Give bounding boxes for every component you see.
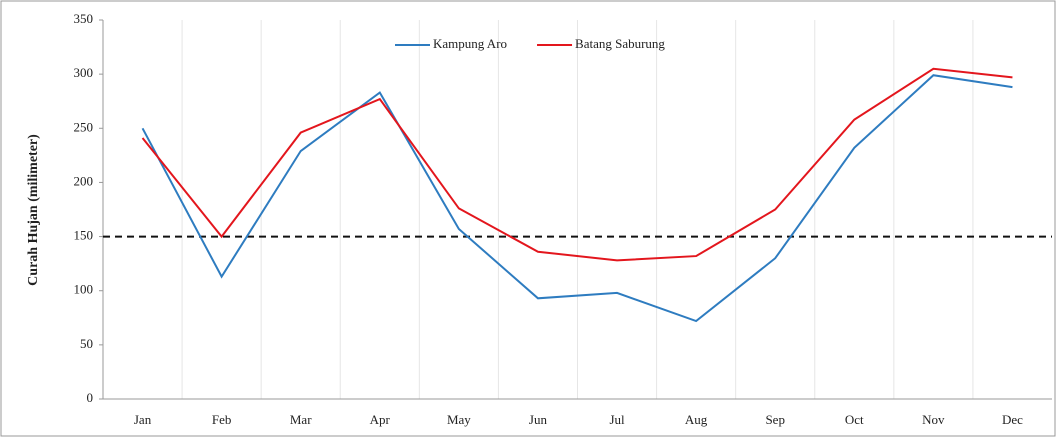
x-tick-label: Jun [529,412,548,427]
y-tick-label: 150 [74,228,94,243]
series-line [141,67,1013,262]
series-line [141,74,1013,323]
x-tick-label: Nov [922,412,945,427]
x-tick-label: Dec [1002,412,1023,427]
x-tick-label: Jan [134,412,152,427]
x-tick-label: Feb [212,412,232,427]
y-tick-label: 100 [74,282,94,297]
y-tick-label: 250 [74,119,94,134]
y-tick-label: 50 [80,336,93,351]
y-tick-label: 300 [74,65,94,80]
x-tick-label: Apr [370,412,391,427]
x-tick-label: Mar [290,412,312,427]
x-tick-label: Oct [845,412,864,427]
y-tick-label: 0 [87,390,94,405]
x-tick-label: May [447,412,471,427]
x-tick-label: Aug [685,412,708,427]
y-tick-label: 200 [74,173,94,188]
legend-label: Batang Saburung [575,36,665,51]
x-tick-label: Sep [765,412,785,427]
y-tick-label: 350 [74,11,94,26]
x-tick-label: Jul [609,412,625,427]
y-axis-label: Curah Hujan (milimeter) [26,134,41,286]
legend-label: Kampung Aro [433,36,507,51]
